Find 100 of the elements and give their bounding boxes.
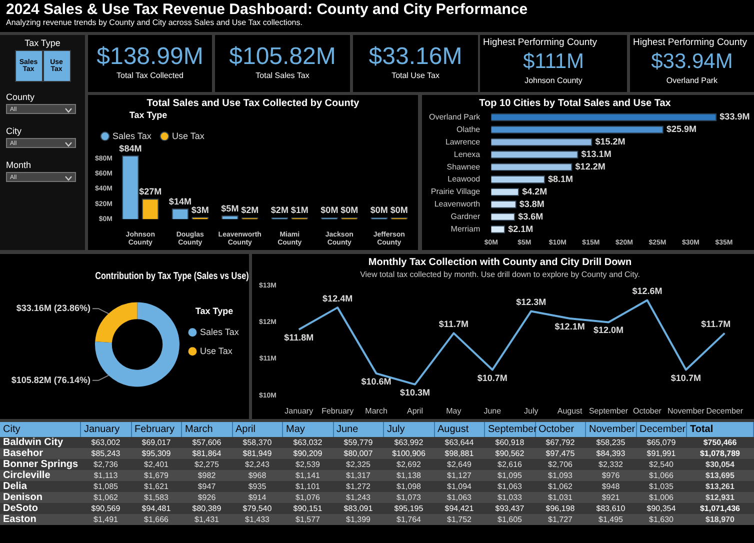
data-label: $58,235: [595, 437, 626, 448]
x-tick-label: July: [524, 406, 538, 416]
data-label: $12,931: [704, 492, 736, 503]
text: $33.94M: [650, 49, 734, 75]
data-label: $1,605: [496, 514, 523, 525]
data-label: $25.9M: [666, 124, 696, 134]
data-label: $15.2M: [595, 136, 626, 147]
data-label: $93,437: [494, 503, 526, 514]
data-label: $1,085: [92, 481, 119, 492]
x-tick-label: August: [434, 422, 484, 437]
data-label: $13.1M: [581, 149, 612, 160]
data-label: $2,736: [92, 459, 119, 470]
data-label: $12.6M: [632, 286, 662, 296]
data-label: $12.4M: [322, 294, 353, 304]
data-label: $1,101: [294, 481, 321, 492]
data-label: $1,141: [294, 470, 321, 481]
y-tick-label: Basehor: [2, 448, 44, 459]
data-label: $10.6M: [361, 376, 392, 386]
data-label: $1,066: [648, 470, 674, 481]
data-label: $1,098: [396, 481, 422, 492]
data-label: $0M: [320, 205, 338, 216]
data-label: $85,243: [90, 448, 122, 459]
data-label: $1,399: [345, 514, 372, 525]
x-tick-label: July: [384, 422, 434, 437]
data-label: $1,113: [92, 470, 119, 481]
data-label: $33.9M: [720, 112, 750, 122]
data-label: $8.1M: [548, 174, 574, 184]
data-label: $1,031: [547, 492, 574, 503]
data-label: $2,539: [294, 459, 321, 470]
x-tick-label: January: [80, 422, 131, 437]
data-label: $63,002: [90, 437, 122, 448]
data-label: $1,583: [143, 492, 170, 503]
data-label: $13,261: [704, 481, 736, 492]
data-label: $2,275: [194, 459, 220, 470]
data-label: $2M: [270, 205, 288, 216]
text: $111M: [522, 49, 586, 75]
data-label: $5M: [221, 203, 239, 214]
data-label: $1,679: [143, 470, 170, 481]
x-tick-label: April: [406, 406, 424, 416]
data-label: $982: [196, 470, 217, 481]
data-label: $2M: [241, 205, 259, 216]
text: Tax Type: [24, 38, 62, 48]
data-label: $1,062: [92, 492, 119, 503]
data-label: $1,095: [496, 470, 523, 481]
y-axis-title: City: [0, 422, 80, 437]
data-label: $3.6M: [518, 211, 544, 222]
data-label: $90,354: [646, 503, 677, 514]
data-label: $1,495: [598, 514, 624, 525]
data-label: $12.1M: [554, 322, 585, 332]
legend-label: Use Tax: [200, 346, 233, 356]
data-label: $11.7M: [438, 319, 468, 330]
x-tick-label: March: [365, 406, 388, 416]
data-label: $63,032: [292, 437, 324, 448]
text: Highest Performing County: [482, 37, 598, 48]
data-label: $2,649: [446, 459, 472, 470]
data-label: $0M: [340, 205, 358, 216]
data-label: $83,610: [595, 503, 626, 514]
data-label: $2,332: [598, 459, 624, 470]
data-label: $1,063: [496, 481, 523, 492]
data-label: $2,243: [244, 459, 270, 470]
chart-title: Monthly Tax Collection with County and City Drill Down: [368, 256, 632, 268]
data-label: $1,272: [345, 481, 372, 492]
y-tick-label: Circleville: [2, 470, 52, 481]
x-tick-label: April: [232, 422, 282, 437]
data-label: $948: [600, 481, 621, 492]
legend-title: Tax Type: [195, 306, 234, 316]
data-label: $90,562: [494, 448, 526, 459]
data-label: $79,540: [242, 503, 273, 514]
y-tick-label: Shawnee: [446, 162, 481, 172]
data-label: $18,970: [704, 514, 736, 525]
data-label: $69,017: [140, 437, 172, 448]
data-label: $2,616: [496, 459, 523, 470]
text: 2024 Sales & Use Tax Revenue Dashboard: County and City Performance: [6, 1, 529, 18]
data-label: $63,992: [393, 437, 424, 448]
text: Total Use Tax: [390, 71, 440, 80]
data-label: $65,079: [646, 437, 677, 448]
text: Total Sales Tax: [254, 71, 310, 80]
data-label: $57,606: [191, 437, 222, 448]
text: $33.16M: [368, 43, 464, 71]
data-label: $1,431: [194, 514, 220, 525]
data-label: $94,481: [140, 503, 172, 514]
data-label: $4.2M: [522, 186, 548, 196]
data-label: $14M: [168, 196, 192, 207]
y-tick-label: DeSoto: [2, 503, 39, 514]
text: Total Tax Collected: [116, 71, 184, 80]
data-label: $750,466: [702, 437, 738, 448]
y-tick-label: Delia: [2, 481, 28, 492]
data-label: $0M: [370, 205, 388, 216]
data-label: $10.7M: [477, 372, 508, 383]
data-label: $94,421: [444, 503, 475, 514]
text: $138.99M: [96, 43, 204, 71]
data-label: $976: [600, 470, 621, 481]
y-tick-label: Prairie Village: [430, 187, 481, 196]
legend-label: Sales Tax: [112, 130, 152, 141]
data-label: $1,752: [446, 514, 472, 525]
data-label: $926: [196, 492, 217, 503]
text: Month: [6, 160, 32, 170]
data-label: $1,076: [294, 492, 321, 503]
x-tick-label: March: [182, 422, 232, 437]
data-label: $58,370: [242, 437, 273, 448]
